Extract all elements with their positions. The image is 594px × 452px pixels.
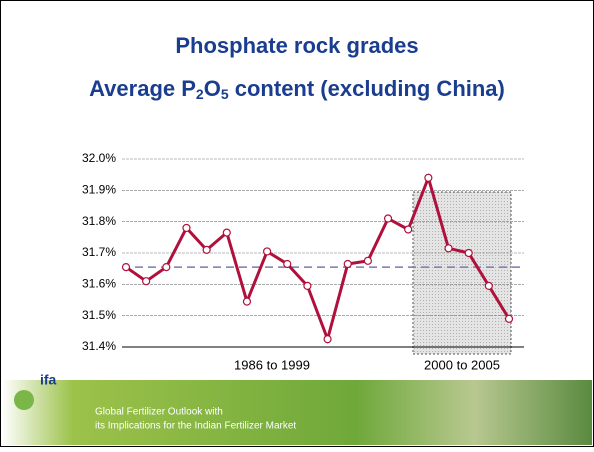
point bbox=[222, 228, 231, 237]
subtitle-part: content (excluding China) bbox=[229, 76, 505, 101]
point bbox=[162, 263, 171, 272]
point bbox=[484, 281, 493, 290]
y-tick-label: 31.5% bbox=[82, 308, 116, 322]
point bbox=[424, 173, 433, 182]
logo-mark bbox=[14, 390, 34, 410]
subscript: 2 bbox=[196, 86, 204, 102]
logo: ifa bbox=[40, 372, 57, 388]
y-tick-label: 31.9% bbox=[82, 183, 116, 197]
point bbox=[182, 223, 191, 233]
point bbox=[363, 256, 372, 265]
y-tick-label: 31.6% bbox=[82, 277, 116, 291]
point bbox=[404, 225, 413, 234]
period-label: 1986 to 1999 bbox=[234, 357, 310, 372]
point bbox=[383, 214, 393, 223]
point bbox=[504, 314, 514, 323]
point bbox=[202, 245, 211, 254]
point bbox=[121, 263, 131, 272]
footer-text: its Implications for the Indian Fertiliz… bbox=[95, 421, 296, 432]
chart-subtitle: Average P2O5 content (excluding China) bbox=[89, 76, 505, 102]
point bbox=[303, 281, 312, 290]
point bbox=[323, 335, 332, 344]
y-tick-label: 31.4% bbox=[82, 339, 116, 353]
footer-text: Global Fertilizer Outlook with bbox=[95, 407, 223, 418]
point bbox=[444, 244, 453, 253]
point bbox=[283, 259, 292, 269]
series-line bbox=[125, 173, 511, 345]
y-tick-label: 32.0% bbox=[82, 151, 116, 165]
point bbox=[464, 248, 473, 258]
subtitle-part: Average P bbox=[89, 76, 196, 101]
point bbox=[142, 277, 151, 286]
point bbox=[343, 259, 352, 269]
y-tick-label: 31.8% bbox=[82, 214, 116, 228]
chart-title: Phosphate rock grades bbox=[175, 33, 418, 58]
shaded-period bbox=[412, 191, 512, 355]
period-label: 2000 to 2005 bbox=[424, 357, 500, 372]
subscript: 5 bbox=[221, 86, 229, 102]
footer-band bbox=[2, 380, 592, 445]
point bbox=[242, 297, 252, 306]
point bbox=[263, 247, 272, 256]
subtitle-part: O bbox=[204, 76, 221, 101]
y-tick-label: 31.7% bbox=[82, 245, 116, 259]
